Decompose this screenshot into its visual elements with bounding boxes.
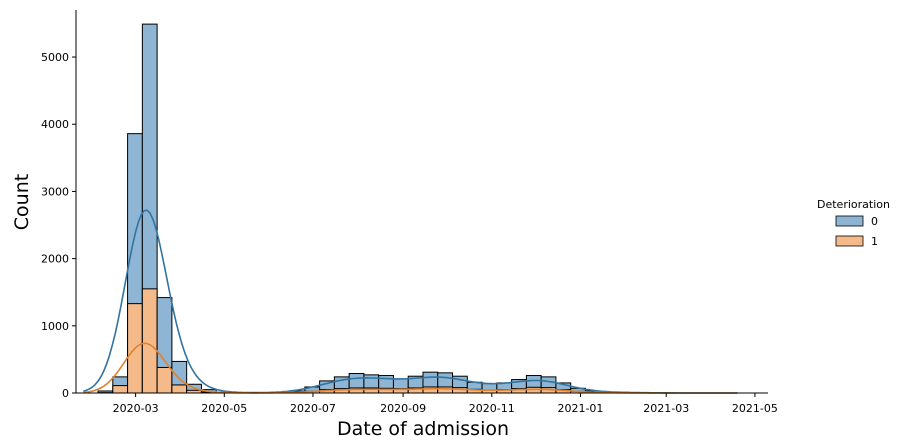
legend-swatch-0 xyxy=(835,215,864,227)
x-tick-label: 2020-03 xyxy=(113,402,159,415)
x-axis-title: Date of admission xyxy=(337,418,509,437)
legend-title: Deterioration xyxy=(817,198,890,211)
bar-deterioration-1 xyxy=(437,386,454,394)
axes xyxy=(72,10,768,397)
bar-deterioration-1 xyxy=(422,386,439,394)
legend-label-1: 1 xyxy=(871,235,878,248)
legend-swatch-1 xyxy=(835,235,864,247)
x-tick-label: 2020-09 xyxy=(380,402,426,415)
y-tick-label: 0 xyxy=(62,387,69,400)
y-tick-label: 1000 xyxy=(41,320,69,333)
tick-labels: 0 1000 2000 3000 4000 5000 2020-03 2020-05 2020-… xyxy=(41,51,778,415)
histogram-bars xyxy=(97,23,660,394)
bar-deterioration-1 xyxy=(171,384,188,394)
bar-deterioration-1 xyxy=(141,288,158,394)
y-tick-label: 5000 xyxy=(41,51,69,64)
legend-label-0: 0 xyxy=(871,215,878,228)
x-tick-label: 2021-01 xyxy=(557,402,603,415)
y-axis-title: Count xyxy=(11,174,33,230)
y-tick-label: 2000 xyxy=(41,253,69,266)
x-tick-label: 2020-05 xyxy=(201,402,247,415)
x-tick-label: 2020-11 xyxy=(469,402,515,415)
y-tick-label: 3000 xyxy=(41,185,69,198)
x-tick-label: 2021-03 xyxy=(643,402,689,415)
x-tick-label: 2020-07 xyxy=(290,402,336,415)
y-tick-label: 4000 xyxy=(41,118,69,131)
bar-deterioration-1 xyxy=(112,385,129,394)
x-tick-label: 2021-05 xyxy=(732,402,778,415)
bar-deterioration-1 xyxy=(156,366,173,394)
legend: Deterioration 0 1 xyxy=(817,198,890,248)
